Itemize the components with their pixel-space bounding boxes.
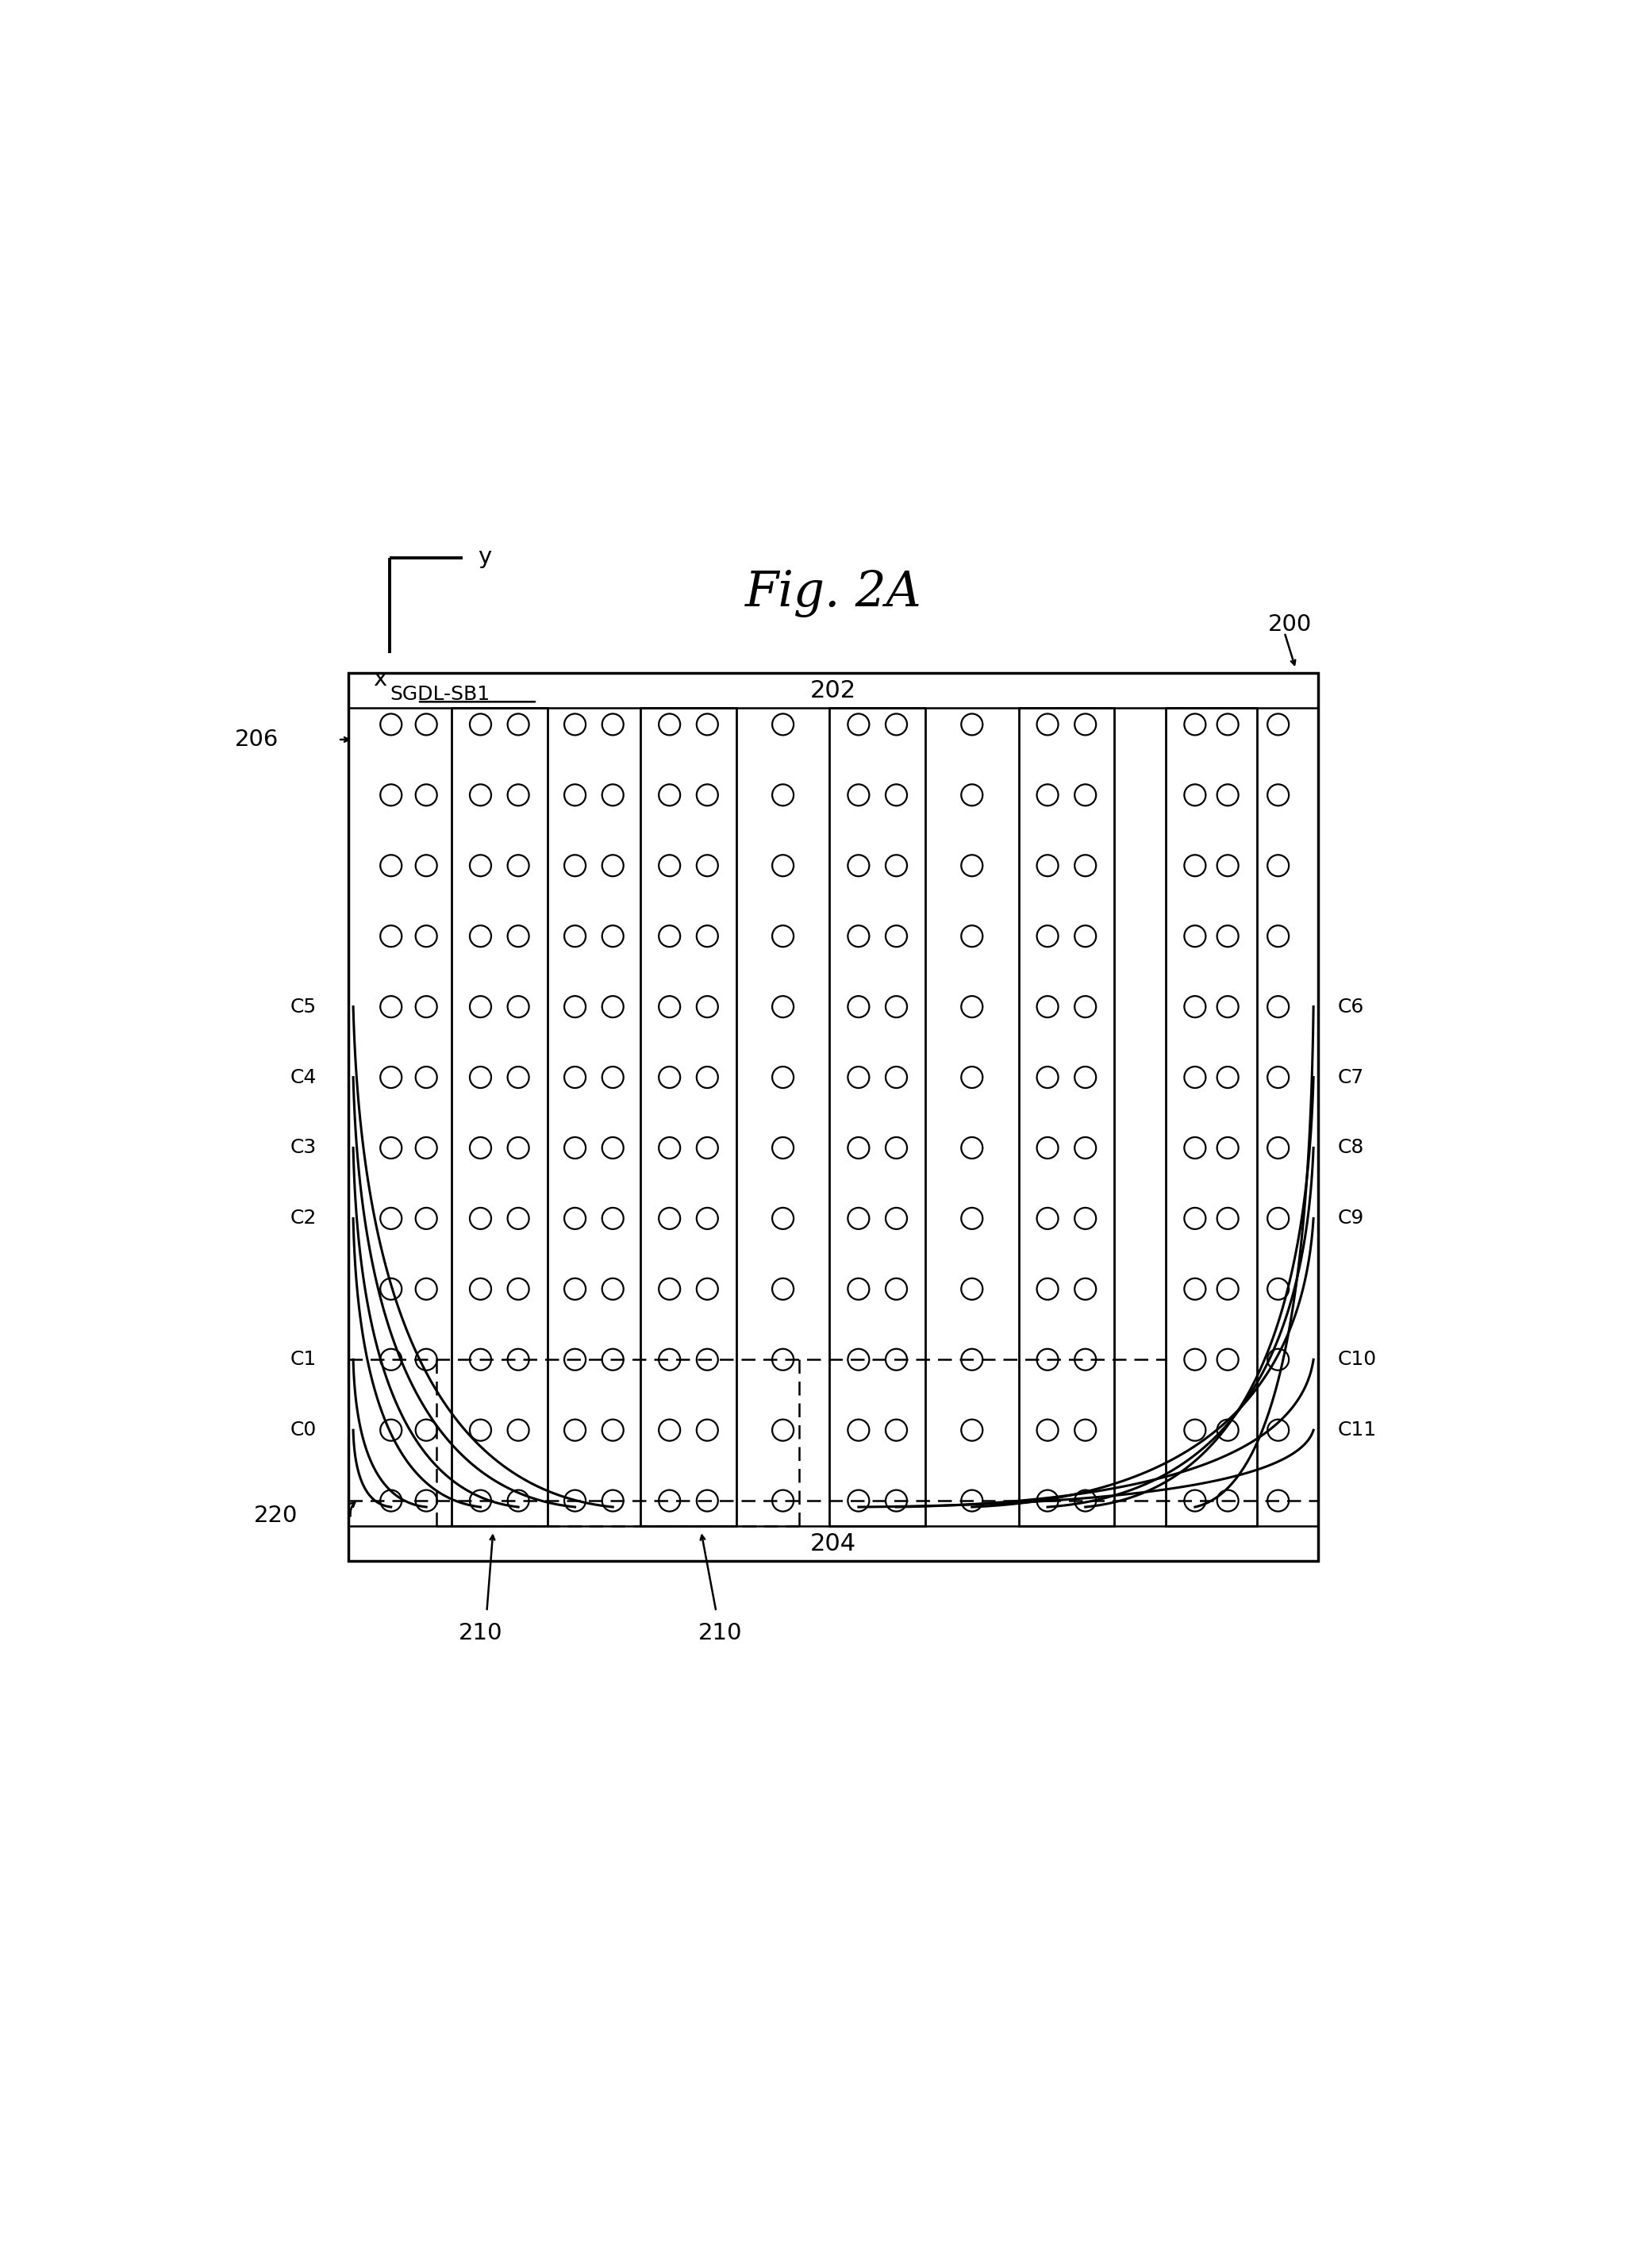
Text: x: x <box>372 669 387 689</box>
Text: Fig. 2A: Fig. 2A <box>745 569 922 617</box>
Text: C5: C5 <box>291 998 317 1016</box>
Bar <box>348 674 1319 1560</box>
Text: 202: 202 <box>810 678 857 701</box>
Bar <box>452 708 548 1526</box>
Bar <box>1018 708 1114 1526</box>
Text: C4: C4 <box>289 1068 317 1086</box>
Text: 200: 200 <box>1268 615 1312 635</box>
Text: C10: C10 <box>1338 1349 1376 1370</box>
Text: y: y <box>478 547 491 567</box>
Text: C8: C8 <box>1338 1139 1364 1157</box>
Text: 206: 206 <box>234 728 280 751</box>
Text: C11: C11 <box>1338 1420 1376 1440</box>
Text: C3: C3 <box>291 1139 317 1157</box>
Bar <box>829 708 925 1526</box>
Bar <box>348 674 1319 708</box>
Text: 210: 210 <box>459 1622 502 1644</box>
Bar <box>348 1526 1319 1560</box>
Text: C2: C2 <box>289 1209 317 1227</box>
Text: C6: C6 <box>1338 998 1364 1016</box>
Text: 210: 210 <box>698 1622 741 1644</box>
Bar <box>1166 708 1257 1526</box>
Bar <box>641 708 737 1526</box>
Text: C9: C9 <box>1338 1209 1364 1227</box>
Text: C7: C7 <box>1338 1068 1364 1086</box>
Text: 204: 204 <box>810 1533 857 1556</box>
Text: C0: C0 <box>291 1420 317 1440</box>
Text: C1: C1 <box>291 1349 317 1370</box>
Text: 220: 220 <box>254 1504 298 1526</box>
Text: SGDL-SB1: SGDL-SB1 <box>390 685 489 703</box>
